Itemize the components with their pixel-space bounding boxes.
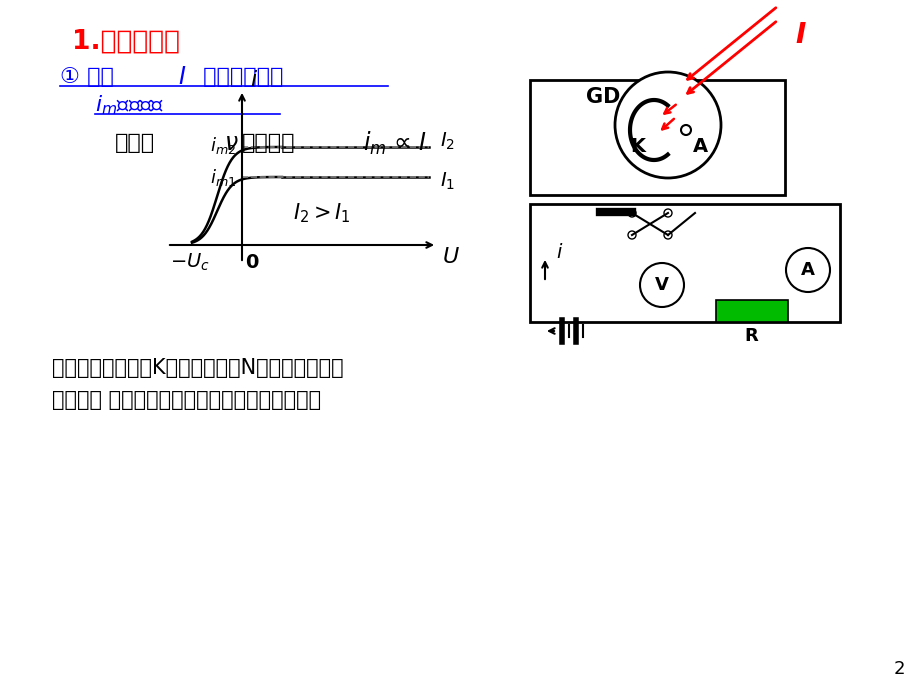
Text: $i_{m2}$: $i_{m2}$ [210,135,236,155]
Bar [529,80,784,195]
Text: $-U_{c}$: $-U_{c}$ [170,251,210,273]
Text: $I_{2}$: $I_{2}$ [439,130,455,152]
Text: 正比。即 饱和光电流强度与入射光强度成正比。: 正比。即 饱和光电流强度与入射光强度成正比。 [52,390,321,410]
Text: $i_{m}$的影响：: $i_{m}$的影响： [95,93,164,117]
Text: $i_{m1}$: $i_{m1}$ [210,166,236,188]
Text: $I_{1}$: $I_{1}$ [439,170,455,192]
Text: K: K [630,137,645,157]
Text: A: A [692,137,707,157]
Text: $i_{m}$: $i_{m}$ [363,130,386,157]
Text: $\nu$: $\nu$ [223,131,238,155]
Text: $i$: $i$ [555,242,562,262]
Text: V: V [654,276,668,294]
Circle shape [664,209,671,217]
Bar [715,300,788,322]
Text: ∝: ∝ [392,131,411,155]
Text: 1.实验规律：: 1.实验规律： [72,29,180,55]
Text: $I$: $I$ [177,65,187,89]
Text: GD: GD [585,87,619,107]
Text: $U$: $U$ [441,247,460,267]
Text: 单位时间内，阴极K逃出的电子数N与入射的光强成: 单位时间内，阴极K逃出的电子数N与入射的光强成 [52,358,344,378]
Circle shape [640,263,683,307]
Circle shape [628,231,635,239]
Bar [529,204,839,322]
Text: R: R [743,327,757,345]
Text: 0: 0 [244,253,258,271]
Circle shape [614,72,720,178]
Text: 在频率: 在频率 [115,133,155,153]
Text: $I_{2} > I_{1}$: $I_{2} > I_{1}$ [293,201,350,225]
Text: 2: 2 [892,660,904,678]
Text: 一定时，: 一定时， [242,133,295,153]
Text: 对饱和光电流: 对饱和光电流 [196,67,283,87]
Circle shape [664,231,671,239]
Text: A: A [800,261,814,279]
Text: $\bfit{I}$: $\bfit{I}$ [794,21,806,49]
Circle shape [628,209,635,217]
Circle shape [785,248,829,292]
Text: ① 光强: ① 光强 [60,67,121,87]
Text: $i$: $i$ [250,70,258,90]
Text: $I$: $I$ [417,131,425,155]
Circle shape [680,125,690,135]
